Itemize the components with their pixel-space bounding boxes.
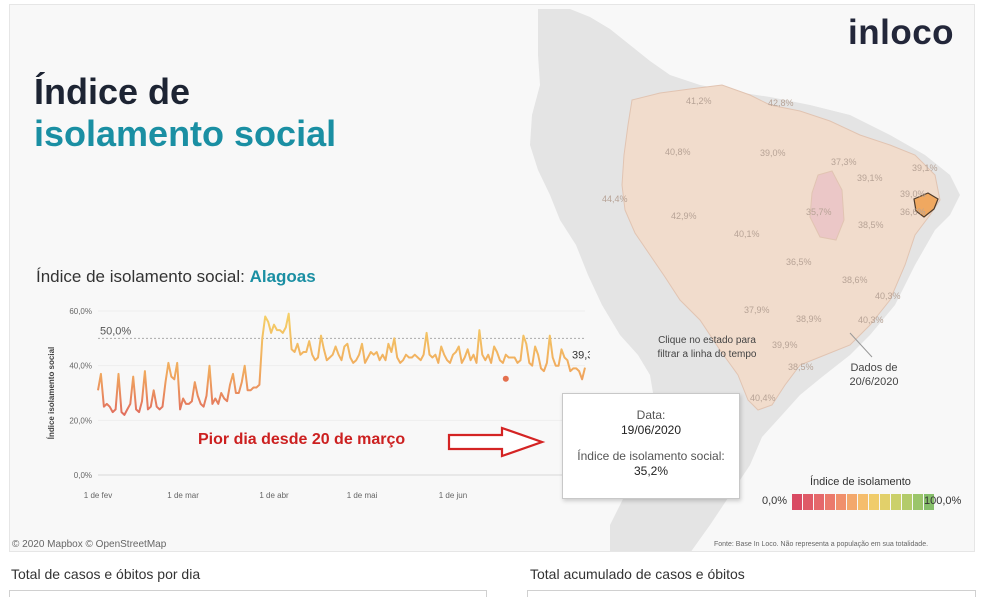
state-label: 36,6% [900,207,926,217]
legend-max-label: 100,0% [924,495,962,507]
x-tick-label: 1 de mai [347,491,378,500]
legend-swatch [858,494,868,510]
legend-title: Índice de isolamento [810,476,911,488]
state-label: 42,9% [671,211,697,221]
legend-swatch [825,494,835,510]
dashboard-panel: 41,2% 42,8% 40,8% 39,0% 37,3% 39,1% 39,1… [9,4,975,552]
state-label: 40,8% [665,147,691,157]
arrow-icon [447,426,546,458]
legend-swatch [902,494,912,510]
legend-swatch [836,494,846,510]
data-source-note: Fonte: Base In Loco. Não representa a po… [714,541,929,548]
legend-swatch [792,494,802,510]
legend-swatch [803,494,813,510]
state-label: 39,0% [760,148,786,158]
x-tick-label: 1 de abr [259,491,289,500]
state-label: 40,3% [875,291,901,301]
state-label: 40,4% [750,393,776,403]
state-label: 38,5% [788,362,814,372]
cumulative-cases-panel [527,590,976,597]
state-label: 36,5% [786,257,812,267]
page-title-line2: isolamento social [34,113,337,154]
reference-line-label: 50,0% [100,325,131,337]
worst-day-annotation: Pior dia desde 20 de março [198,431,406,448]
state-label: 41,2% [686,96,712,106]
dados-callout-line [849,332,873,358]
daily-cases-title: Total de casos e óbitos por dia [11,566,201,582]
y-tick-label: 60,0% [69,307,92,316]
brazil-shape[interactable] [621,84,941,411]
tocantins-state[interactable] [809,170,845,241]
cumulative-cases-title: Total acumulado de casos e óbitos [530,566,745,582]
x-tick-label: 1 de jun [439,491,467,500]
state-label: 38,5% [858,220,884,230]
series-line[interactable] [97,312,586,416]
legend-min-label: 0,0% [762,495,788,507]
legend-swatch [880,494,890,510]
state-label: 38,6% [842,275,868,285]
tooltip-index-label: Índice de isolamento social: [577,449,725,463]
last-value-label: 39,3% [572,350,590,362]
data-date-note: Dados de 20/6/2020 [849,362,899,388]
state-label: 39,1% [857,173,883,183]
y-axis-label: Índice isolamento social [47,347,56,439]
state-label: 42,8% [768,98,794,108]
legend-swatch [814,494,824,510]
tooltip-index-value: 35,2% [633,464,669,478]
state-label: 39,9% [772,340,798,350]
legend-swatch [913,494,923,510]
legend-color-scale [792,494,934,510]
page-title: Índice de isolamento social [34,71,336,155]
state-label: 37,3% [831,157,857,167]
state-label: 44,4% [602,194,628,204]
y-tick-label: 0,0% [74,471,92,480]
isolation-line-chart[interactable]: 0,0%20,0%40,0%60,0% 1 de fev 1 de mar 1 de… [30,295,590,500]
legend-swatch [924,494,934,510]
chart-gridlines [98,310,585,476]
y-tick-label: 20,0% [69,416,92,425]
x-tick-label: 1 de fev [84,491,112,500]
data-tooltip: Data: 19/06/2020 Índice de isolamento so… [562,393,740,499]
x-axis-ticks: 1 de fev 1 de mar 1 de abr 1 de mai 1 de jun [84,491,467,500]
state-label: 39,0% [900,189,926,199]
tooltip-date-label: Data: [636,408,666,422]
page-title-line1: Índice de [34,71,191,112]
chart-subtitle: Índice de isolamento social: Alagoas [36,267,316,287]
state-label: 38,9% [796,314,822,324]
daily-cases-panel [9,590,487,597]
selected-state-name: Alagoas [249,267,316,286]
chart-subtitle-prefix: Índice de isolamento social: [36,267,250,286]
tooltip-date-value: 19/06/2020 [620,423,682,437]
inloco-logo: inloco [848,13,955,52]
y-axis-ticks: 0,0% 20,0% 40,0% 60,0% [69,307,92,480]
state-label: 40,3% [858,315,884,325]
map-state-labels: 41,2% 42,8% 40,8% 39,0% 37,3% 39,1% 39,1… [602,96,938,403]
state-label: 39,1% [912,163,938,173]
map-filter-hint: Clique no estado para filtrar a linha do… [657,335,757,360]
y-tick-label: 40,0% [69,362,92,371]
legend-swatch [847,494,857,510]
x-tick-label: 1 de mar [167,491,199,500]
legend-swatch [891,494,901,510]
map-copyright: © 2020 Mapbox © OpenStreetMap [12,539,167,550]
legend-swatch [869,494,879,510]
state-label: 37,9% [744,305,770,315]
highlight-point[interactable] [502,375,509,382]
state-label: 35,7% [806,207,832,217]
brazil-map[interactable]: 41,2% 42,8% 40,8% 39,0% 37,3% 39,1% 39,1… [10,5,975,552]
state-label: 40,1% [734,229,760,239]
alagoas-state[interactable] [913,192,939,218]
